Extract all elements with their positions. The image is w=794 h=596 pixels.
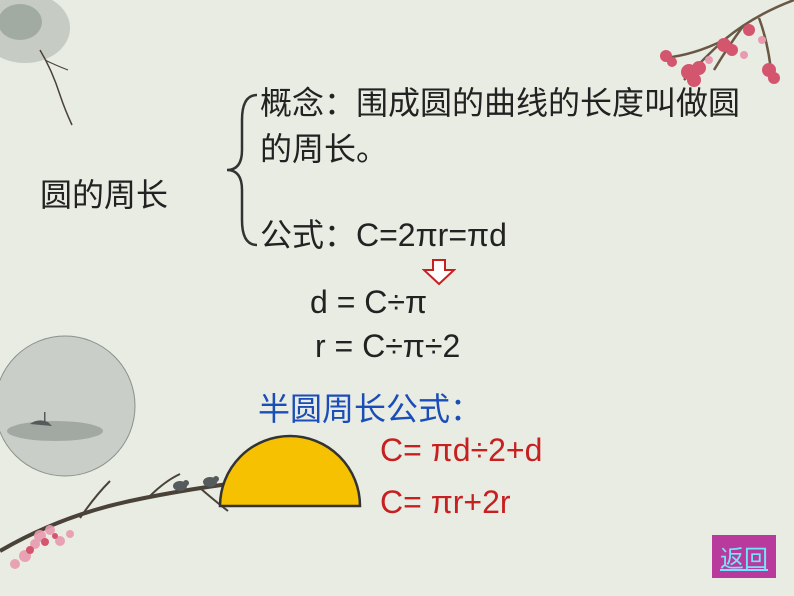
semicircle-formula-1: C= πd÷2+d [380, 432, 542, 469]
semicircle-formula-2: C= πr+2r [380, 484, 511, 521]
return-button[interactable]: 返回 [712, 535, 776, 578]
brace-bracket [222, 90, 262, 250]
ink-wash-top-left [0, 0, 110, 130]
concept-text: 概念：围成圆的曲线的长度叫做圆的周长。 [260, 80, 740, 173]
semicircle-shape [215, 432, 365, 509]
formula-text: 公式：C=2πr=πd [260, 210, 507, 256]
down-arrow-icon [422, 258, 456, 286]
semicircle-title: 半圆周长公式： [258, 384, 482, 430]
topic-title: 圆的周长 [40, 170, 168, 216]
derived-formula-r: r = C÷π÷2 [315, 328, 460, 365]
derived-formula-d: d = C÷π [310, 284, 427, 321]
